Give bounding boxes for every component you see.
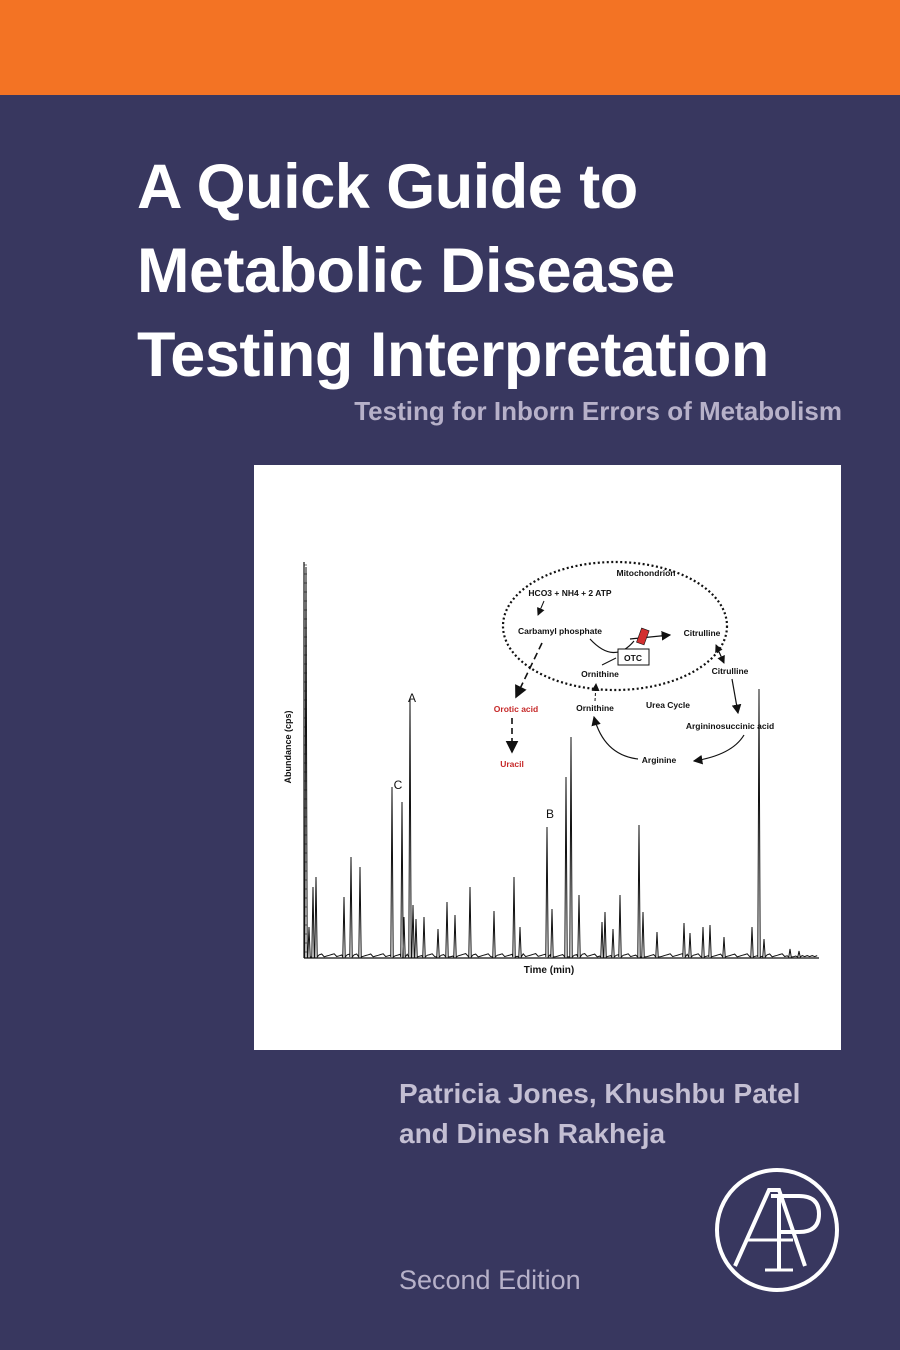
uracil-label: Uracil	[500, 759, 524, 769]
chromatogram-figure: Abundance (cps) Time (min) A B C Mitocho…	[283, 560, 819, 976]
ornithine-cyto-label: Ornithine	[576, 703, 614, 713]
orotic-acid-label: Orotic acid	[494, 704, 538, 714]
arginine-label: Arginine	[642, 755, 677, 765]
ornithine-feed-line	[601, 657, 617, 666]
peak-label-b: B	[546, 807, 554, 821]
substrate-arrow	[537, 600, 545, 616]
edition-label: Second Edition	[399, 1265, 581, 1295]
cover-figure: Abundance (cps) Time (min) A B C Mitocho…	[254, 465, 841, 1050]
book-authors: Patricia Jones, Khushbu Patel and Dinesh…	[399, 1074, 800, 1154]
title-line-3: Testing Interpretation	[137, 320, 769, 390]
urea-cycle-label: Urea Cycle	[646, 700, 690, 710]
mitochondrion-label: Mitochondrion	[616, 568, 675, 578]
book-subtitle: Testing for Inborn Errors of Metabolism	[354, 396, 842, 426]
top-color-band	[0, 0, 900, 95]
peak-label-a: A	[408, 691, 416, 705]
ornithine-mito-label: Ornithine	[581, 669, 619, 679]
title-line-1: A Quick Guide to	[137, 152, 638, 222]
urea-cycle-diagram: Mitochondrion HCO3 + NH4 + 2 ATP Carbamy…	[494, 560, 774, 769]
ap-monogram-icon	[715, 1168, 839, 1292]
citrulline-to-argsucc-arrow	[731, 678, 742, 715]
mitochondrion-boundary	[501, 560, 729, 692]
carbamyl-phosphate-label: Carbamyl phosphate	[518, 626, 602, 636]
otc-product-arrow	[629, 631, 672, 641]
arginine-to-ornithine-arrow	[591, 715, 639, 760]
publisher-logo: AP	[713, 1166, 841, 1294]
title-line-2: Metabolic Disease	[137, 236, 675, 306]
orotic-acid-dashed-arrow	[515, 642, 543, 699]
citrulline-transport-arrow-reverse	[715, 644, 725, 664]
x-axis-label: Time (min)	[524, 965, 574, 976]
y-axis-label: Abundance (cps)	[283, 710, 293, 783]
otc-enzyme-label: OTC	[624, 653, 642, 663]
ornithine-transport-arrow	[591, 683, 600, 702]
otc-reaction-arc	[589, 638, 635, 654]
peak-label-c: C	[394, 778, 403, 792]
book-title: A Quick Guide to Metabolic Disease Testi…	[137, 145, 877, 397]
citrulline-mito-label: Citrulline	[684, 628, 721, 638]
argsucc-to-arginine-arrow	[692, 734, 745, 765]
chromatogram-trace	[304, 566, 818, 959]
authors-line-2: and Dinesh Rakheja	[399, 1118, 666, 1149]
otc-enzyme-box	[617, 648, 650, 666]
argininosuccinic-label: Argininosuccinic acid	[686, 721, 774, 731]
otc-block-marker	[636, 627, 650, 646]
citrulline-cyto-label: Citrulline	[712, 666, 749, 676]
authors-line-1: Patricia Jones, Khushbu Patel	[399, 1078, 801, 1109]
substrates-label: HCO3 + NH4 + 2 ATP	[528, 588, 611, 598]
